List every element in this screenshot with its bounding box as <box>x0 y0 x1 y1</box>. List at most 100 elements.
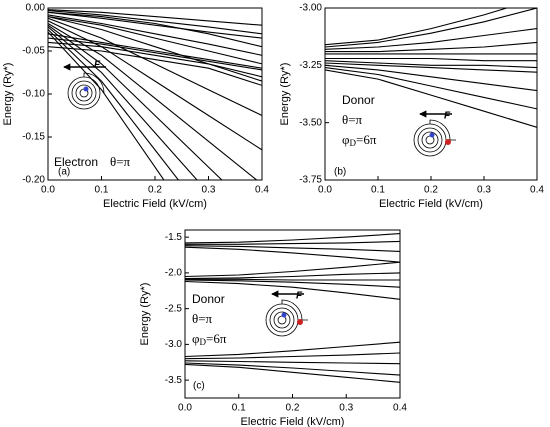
series-line <box>48 41 262 78</box>
series-line <box>325 64 537 92</box>
series-line <box>185 341 400 358</box>
x-tick-label: 0.2 <box>286 403 300 414</box>
panel-label: (b) <box>334 167 346 178</box>
annotation: θ=π <box>110 154 131 169</box>
series-line <box>325 41 537 53</box>
series-line <box>48 16 262 82</box>
x-tick-label: 0.2 <box>148 185 162 196</box>
series-line <box>48 14 262 56</box>
y-tick-label: -3.00 <box>299 3 322 14</box>
x-tick-label: 0.4 <box>530 185 544 196</box>
x-axis-label: Electric Field (kV/cm) <box>241 416 345 427</box>
plot-area <box>185 233 400 383</box>
x-tick-label: 0.3 <box>202 185 216 196</box>
x-tick-label: 0.0 <box>178 403 192 414</box>
plot-area <box>48 9 262 180</box>
series-line <box>48 11 262 39</box>
spiral-icon <box>63 63 106 110</box>
annotation: Donor <box>342 93 375 107</box>
series-line <box>325 60 537 69</box>
series-line <box>48 16 262 65</box>
spiral-icon <box>265 290 308 337</box>
y-tick-label: -0.15 <box>22 132 45 143</box>
y-tick-label: -3.50 <box>299 117 322 128</box>
y-tick-label: -0.10 <box>22 89 45 100</box>
annotation: φD=6π <box>192 331 227 347</box>
x-axis-label: Electric Field (kV/cm) <box>103 198 207 210</box>
series-line <box>325 67 537 110</box>
series-line <box>185 245 400 252</box>
series-line <box>185 362 400 376</box>
y-tick-label: -2.5 <box>165 303 183 314</box>
series-line <box>48 20 262 151</box>
annotation: θ=π <box>192 311 213 326</box>
x-tick-label: 0.1 <box>95 185 109 196</box>
x-tick-label: 0.1 <box>232 403 246 414</box>
y-axis-label: Energy (Ry*) <box>2 63 14 126</box>
series-line <box>185 233 400 244</box>
series-line <box>48 37 262 71</box>
y-axis-label: Energy (Ry*) <box>279 63 291 126</box>
series-line <box>48 31 165 180</box>
x-tick-label: 0.3 <box>477 185 491 196</box>
series-line <box>48 9 262 26</box>
series-line <box>185 246 400 263</box>
series-line <box>185 240 400 245</box>
series-line <box>48 29 180 180</box>
series-line <box>185 279 400 288</box>
annotation: F <box>94 60 101 71</box>
y-tick-label: -3.25 <box>299 60 322 71</box>
annotation: θ=π <box>342 112 363 127</box>
series-line <box>185 272 400 280</box>
axes-frame <box>184 229 401 399</box>
series-line <box>48 33 262 69</box>
y-tick-label: -3.0 <box>165 339 183 350</box>
annotation: F <box>296 291 303 302</box>
series-line <box>185 360 400 365</box>
panel-label: (c) <box>193 381 205 392</box>
series-line <box>325 28 537 50</box>
x-tick-label: 0.4 <box>393 403 407 414</box>
series-line <box>48 10 262 35</box>
y-tick-label: -0.05 <box>22 46 45 57</box>
x-axis-label: Electric Field (kV/cm) <box>379 198 483 210</box>
axes-frame <box>324 7 538 181</box>
series-line <box>325 8 509 46</box>
series-line <box>48 11 262 48</box>
y-tick-label: -1.5 <box>165 232 183 243</box>
series-line <box>325 62 537 73</box>
series-line <box>185 278 400 281</box>
series-line <box>325 57 537 62</box>
series-line <box>185 352 400 360</box>
series-line <box>48 46 262 86</box>
axes-frame <box>47 7 263 181</box>
y-tick-label: -3.75 <box>299 175 322 186</box>
annotation: Donor <box>192 292 225 306</box>
plot-area <box>325 8 537 128</box>
series-line <box>48 26 198 180</box>
y-axis-label: Energy (Ry*) <box>139 283 151 346</box>
x-tick-label: 0.0 <box>318 185 332 196</box>
x-tick-label: 0.3 <box>339 403 353 414</box>
x-tick-label: 0.2 <box>424 185 438 196</box>
annotation: F <box>444 111 451 122</box>
annotation: Electron <box>54 155 98 169</box>
series-line <box>48 24 223 180</box>
panel-label: (a) <box>58 167 70 178</box>
series-line <box>325 8 537 48</box>
spiral-icon <box>413 110 456 157</box>
series-line <box>185 280 400 300</box>
x-tick-label: 0.4 <box>255 185 269 196</box>
y-tick-label: -0.20 <box>22 175 45 186</box>
series-line <box>325 69 537 128</box>
y-tick-label: -2.0 <box>165 268 183 279</box>
series-line <box>185 363 400 383</box>
annotation: φD=6π <box>342 132 377 148</box>
series-line <box>48 17 262 116</box>
x-tick-label: 0.0 <box>41 185 55 196</box>
y-tick-label: 0.00 <box>26 3 46 14</box>
y-tick-label: -3.5 <box>165 375 183 386</box>
series-line <box>185 261 400 278</box>
series-line <box>48 23 258 180</box>
